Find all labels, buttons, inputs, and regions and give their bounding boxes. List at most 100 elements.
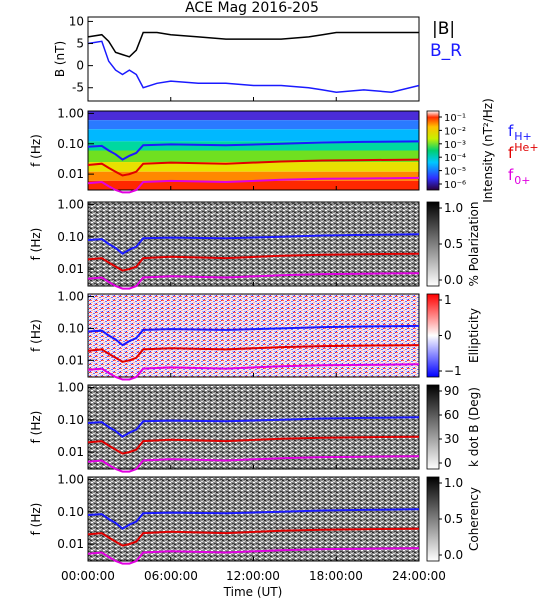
series-line [87, 40, 420, 93]
time-tick-label: 12:00:00 [226, 569, 280, 583]
y-axis-label: f (Hz) [29, 228, 43, 261]
gyrofrequency-line [87, 455, 420, 473]
colorbar-tick-label: 10⁻⁴ [444, 153, 466, 164]
x-axis-label: Time (UT) [223, 585, 283, 599]
time-tick-label: 06:00:00 [144, 569, 198, 583]
colorbar-tick-label: 1 [444, 293, 452, 307]
gyrofrequency-line [87, 233, 420, 255]
gyrofrequency-line [87, 547, 420, 565]
overlay-legend-subscript: H+ [514, 130, 532, 143]
y-tick-label: 0 [76, 59, 84, 73]
colorbar [426, 476, 440, 562]
time-tick-label: 18:00:00 [309, 569, 363, 583]
colorbar-label: Coherency [467, 487, 481, 551]
colorbar-label: k dot B (Deg) [467, 387, 481, 467]
colorbar [426, 293, 440, 378]
y-tick-label: 0.01 [57, 537, 84, 551]
colorbar-tick-label: 10⁻¹ [444, 113, 466, 124]
spectrogram-band [88, 171, 419, 181]
colorbar-tick-label: 10⁻³ [444, 140, 466, 151]
gyrofrequency-line [87, 140, 420, 161]
y-tick-label: 0.01 [57, 262, 84, 276]
overlay-legend-subscript: 0+ [514, 174, 530, 187]
y-tick-label: 5 [76, 37, 84, 51]
gyrofrequency-line [87, 252, 420, 272]
time-tick-label: 24:00:00 [392, 569, 446, 583]
colorbar-tick-label: 0.0 [444, 548, 463, 562]
gyrofrequency-line [87, 344, 420, 363]
y-tick-label: 0.10 [57, 230, 84, 244]
y-tick-label: 0.10 [57, 413, 84, 427]
overlay-legend-entry: fH+ [508, 122, 532, 143]
gyrofrequency-line [87, 508, 420, 530]
colorbar-tick-label: 0.0 [444, 273, 463, 287]
colorbar-label: Intensity (nT²/Hz) [481, 98, 495, 203]
gyrofrequency-line [87, 416, 420, 438]
colorbar-label: Ellipticity [467, 308, 481, 363]
colorbar [426, 110, 440, 191]
series-line [87, 31, 419, 58]
y-tick-label: 1.00 [57, 473, 84, 487]
spectrogram-band [88, 141, 419, 151]
spectrogram-band [88, 111, 419, 121]
colorbar-tick-label: 10⁻⁵ [444, 167, 466, 178]
y-tick-label: 0.10 [57, 137, 84, 151]
gyrofrequency-line [87, 272, 420, 290]
spectrogram-image [88, 385, 419, 469]
gyrofrequency-line [87, 176, 420, 194]
gyrofrequency-line [87, 435, 420, 455]
time-tick-label: 00:00:00 [61, 569, 115, 583]
plot-frame [87, 16, 420, 102]
y-axis-label: f (Hz) [29, 319, 43, 352]
colorbar [426, 201, 440, 287]
colorbar-tick-label: 0.5 [444, 512, 463, 526]
chart-title: ACE Mag 2016-205 [185, 0, 319, 16]
gyrofrequency-line [87, 158, 420, 177]
colorbar-tick-label: 1.0 [444, 476, 463, 490]
colorbar-tick-label: 10⁻² [444, 126, 466, 137]
y-axis-label: f (Hz) [29, 503, 43, 536]
colorbar-tick-label: 30 [444, 432, 459, 446]
y-tick-label: 0.10 [57, 505, 84, 519]
y-axis-label: f (Hz) [29, 411, 43, 444]
y-tick-label: 10 [69, 14, 84, 28]
overlay-legend-entry: f0+ [508, 166, 531, 187]
gyrofrequency-line [87, 363, 420, 381]
y-axis-label: B (nT) [53, 41, 67, 77]
colorbar-tick-label: 10⁻⁶ [444, 180, 466, 191]
y-tick-label: 0.01 [57, 353, 84, 367]
colorbar-tick-label: 90 [444, 384, 459, 398]
legend-entry: B_R [430, 41, 462, 61]
y-tick-label: 1.00 [57, 198, 84, 212]
overlay-legend-superscript: He+ [514, 141, 538, 154]
y-tick-label: -5 [72, 81, 84, 95]
spectrogram-band [88, 129, 419, 142]
colorbar-tick-label: −1 [444, 364, 462, 378]
colorbar-tick-label: 0.5 [444, 237, 463, 251]
spectrogram-image [88, 202, 419, 286]
spectrogram-band [88, 162, 419, 172]
spectrogram-image [88, 477, 419, 561]
overlay-legend-entry: fHe+ [508, 141, 539, 162]
spectrogram-band [88, 120, 419, 130]
colorbar-tick-label: 0 [444, 329, 452, 343]
legend-entry: |B| [432, 19, 455, 39]
y-tick-label: 1.00 [57, 106, 84, 120]
colorbar-label: % Polarization [467, 202, 481, 287]
spectrogram-band [88, 180, 419, 190]
spectrogram-band [88, 150, 419, 163]
time-axis-tick-labels: 00:00:00 06:00:00 12:00:00 18:00:00 24:0… [61, 569, 446, 583]
gyrofrequency-line [87, 324, 420, 347]
y-tick-label: 0.01 [57, 445, 84, 459]
colorbar-tick-label: 60 [444, 408, 459, 422]
y-tick-label: 1.00 [57, 381, 84, 395]
colorbar-tick-label: 1.0 [444, 201, 463, 215]
gyrofrequency-line [87, 527, 420, 547]
y-tick-label: 0.10 [57, 321, 84, 335]
y-tick-label: 1.00 [57, 290, 84, 304]
y-tick-label: 0.01 [57, 167, 84, 181]
colorbar-tick-label: 0 [444, 456, 452, 470]
spectrogram-image [88, 294, 419, 377]
